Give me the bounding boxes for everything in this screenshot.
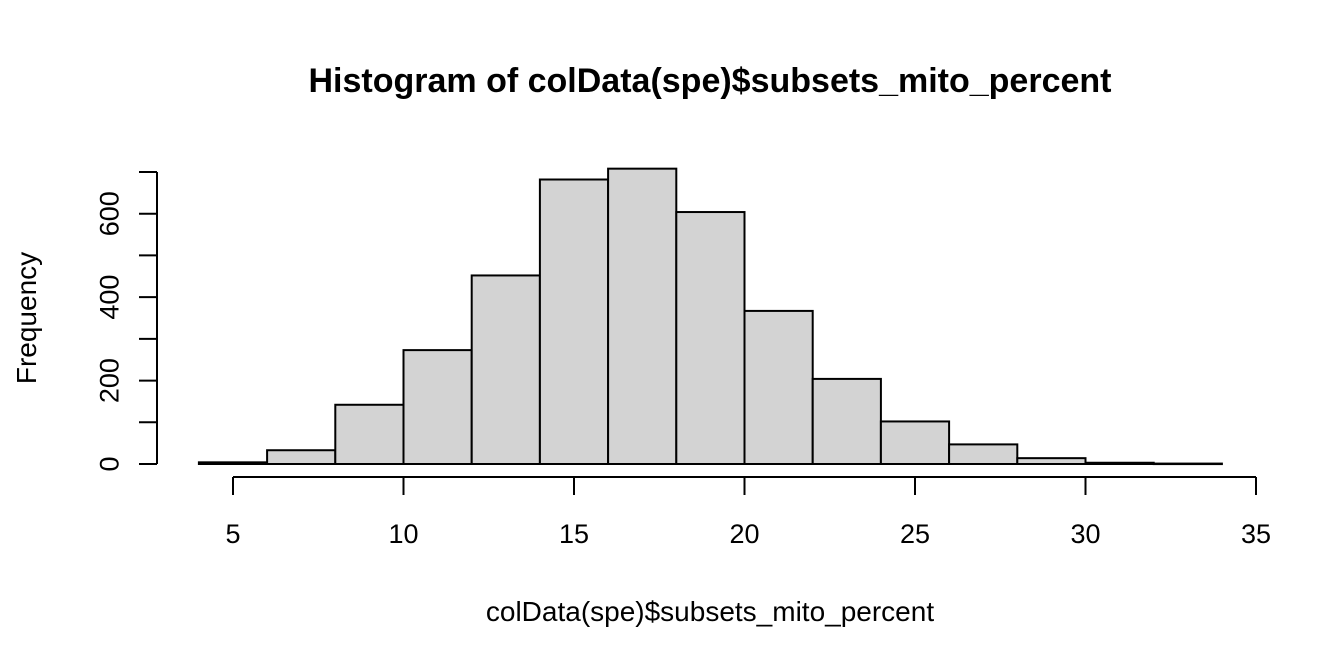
x-tick-label: 35 [1241,519,1271,549]
y-axis: 0 200 400 600 [94,171,158,472]
y-axis-label: Frequency [11,252,42,384]
histogram-bar [879,420,951,465]
histogram-bar [538,178,610,465]
histogram-bar [470,274,541,465]
histogram-bar [948,443,1019,466]
x-tick-label: 15 [559,519,589,549]
histogram-bar [743,309,814,465]
x-tick-label: 30 [1070,519,1100,549]
x-tick-label: 20 [729,519,759,549]
histogram-bar [811,377,882,466]
histogram-bar [675,211,746,465]
y-tick-label: 200 [94,358,124,403]
histogram-bar [607,167,678,465]
histogram-bar [334,403,405,466]
x-tick-label: 10 [388,519,418,549]
histogram-bar [197,461,269,465]
x-axis-label: colData(spe)$subsets_mito_percent [486,596,934,627]
y-tick-label: 600 [94,191,124,236]
histogram-bar [1016,457,1087,466]
y-tick-label: 0 [94,456,124,471]
bars-group [197,167,1223,466]
x-tick-label: 5 [225,519,240,549]
histogram-bar [1152,462,1223,466]
chart-title: Histogram of colData(spe)$subsets_mito_p… [309,62,1112,100]
histogram-bar [266,449,337,465]
y-tick-label: 400 [94,275,124,320]
x-axis: 5 10 15 20 25 30 35 [225,476,1271,549]
histogram-bar [1084,461,1155,465]
histogram-bar [402,349,473,465]
x-tick-label: 25 [900,519,930,549]
